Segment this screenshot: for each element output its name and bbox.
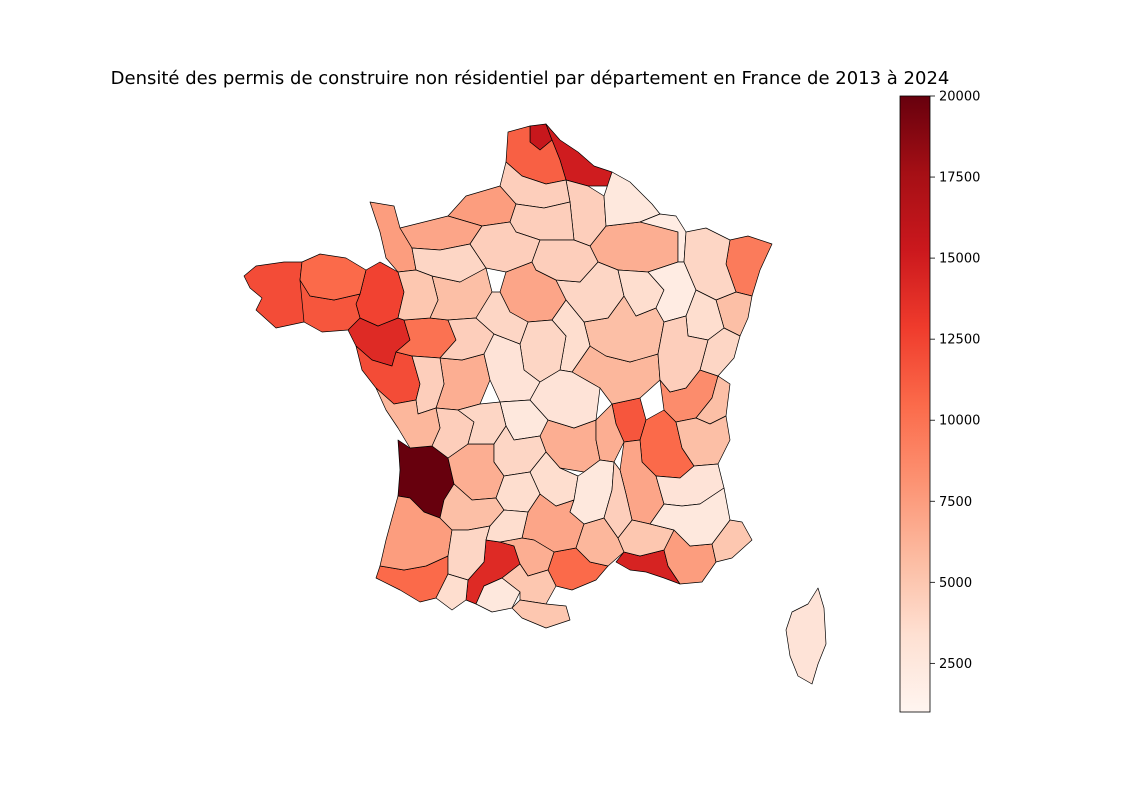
department-finist-re: Finistère: 12000 [243, 261, 311, 329]
department-loire: Loire: 6500 [595, 403, 625, 463]
department-corse: Corse: 3000 [785, 587, 827, 685]
colorbar-tick-label: 5000 [939, 576, 972, 591]
department-savoie: Savoie: 5500 [675, 415, 731, 467]
department-paris-r-gion: Paris-région: 4500 [531, 239, 599, 283]
colorbar: 2500 5000 7500 10000 12500 15000 17500 20000 [899, 90, 980, 713]
department-mayenne: Mayenne: 5000 [397, 269, 439, 321]
department-allier: Allier: 3000 [529, 369, 601, 429]
department-loir-et-cher: Loir-et-Cher: 4000 [475, 291, 529, 345]
colorbar-tick-label: 17500 [939, 171, 980, 186]
department-charente-maritime: Charente-Maritime: 6000 [375, 387, 441, 449]
department-pyr-n-es-orientales: Pyrénées-Orientales: 5000 [511, 599, 571, 629]
colorbar-tick-label: 7500 [939, 495, 972, 510]
department-vaucluse: Vaucluse: 5000 [617, 519, 675, 557]
department-ardennes: Ardennes: 2500 [603, 171, 661, 227]
colorbar-ticks: 2500 5000 7500 10000 12500 15000 17500 20000 [930, 90, 980, 672]
department-gers: Gers: 4000 [447, 525, 491, 581]
department-vienne: Vienne: 6500 [435, 353, 491, 411]
department-jura: Jura: 4500 [657, 315, 709, 393]
map-title: Densité des permis de construire non rés… [110, 68, 950, 89]
department-ard-che: Ardèche: 4500 [603, 461, 633, 539]
colorbar-tick-label: 2500 [939, 657, 972, 672]
department-aude: Aude: 5000 [501, 563, 557, 605]
colorbar-tick-label: 20000 [939, 90, 980, 105]
department-ari-ge: Ariège: 2500 [475, 577, 521, 613]
colorbar-tick-label: 15000 [939, 252, 980, 267]
colorbar-tick-label: 12500 [939, 333, 980, 348]
colorbar-tick-label: 10000 [939, 414, 980, 429]
colorbar-gradient [899, 95, 931, 713]
department-alpes-de-haute-provence: Alpes-de-Haute-Provence: 2500 [649, 487, 731, 547]
department-tarn-et-garonne: Tarn-et-Garonne: 3500 [485, 509, 529, 543]
department-c-tes-d-armor: Côtes-d'Armor: 10500 [299, 253, 367, 301]
departments-layer: Gironde: 20000Nord-littoral: 15500Nord: … [243, 123, 827, 685]
department-hautes-pyr-n-es: Hautes-Pyrénées: 3500 [435, 573, 469, 611]
